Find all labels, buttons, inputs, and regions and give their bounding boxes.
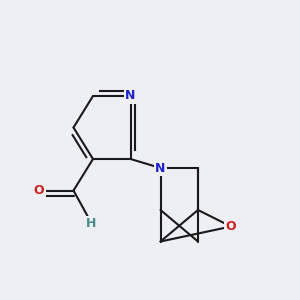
Text: O: O bbox=[226, 220, 236, 233]
Text: N: N bbox=[125, 89, 136, 103]
Text: H: H bbox=[86, 217, 97, 230]
Text: N: N bbox=[155, 161, 166, 175]
Text: O: O bbox=[34, 184, 44, 197]
